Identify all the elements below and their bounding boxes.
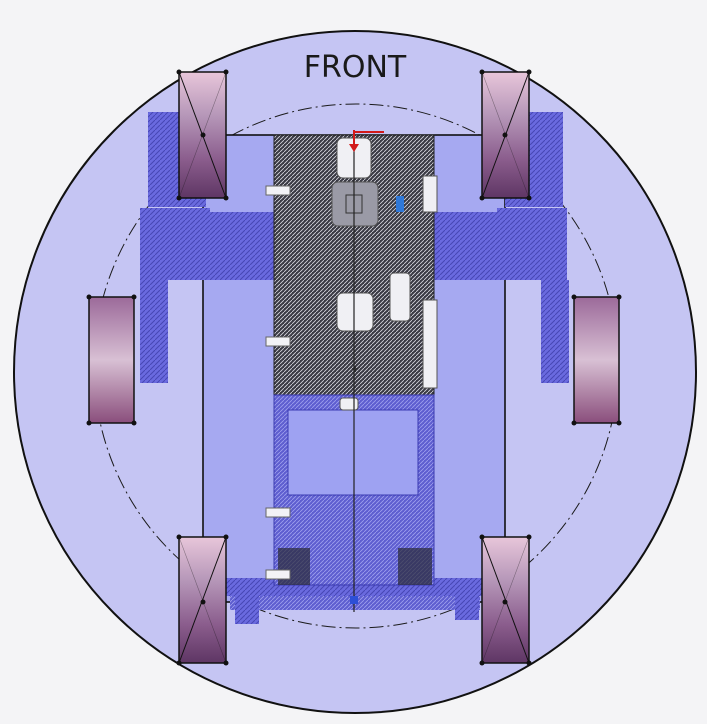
front-label: FRONT xyxy=(304,50,407,85)
standoff-pins xyxy=(265,185,291,580)
frame-vertices xyxy=(86,69,622,666)
wheel-middle-right xyxy=(573,296,620,424)
wheel-icon xyxy=(88,71,620,664)
axis-origin-icon: + xyxy=(349,130,384,604)
controller-board xyxy=(336,175,438,411)
wheel-middle-left xyxy=(88,296,135,424)
svg-text:+: + xyxy=(351,364,359,375)
motor-icon xyxy=(331,137,379,227)
